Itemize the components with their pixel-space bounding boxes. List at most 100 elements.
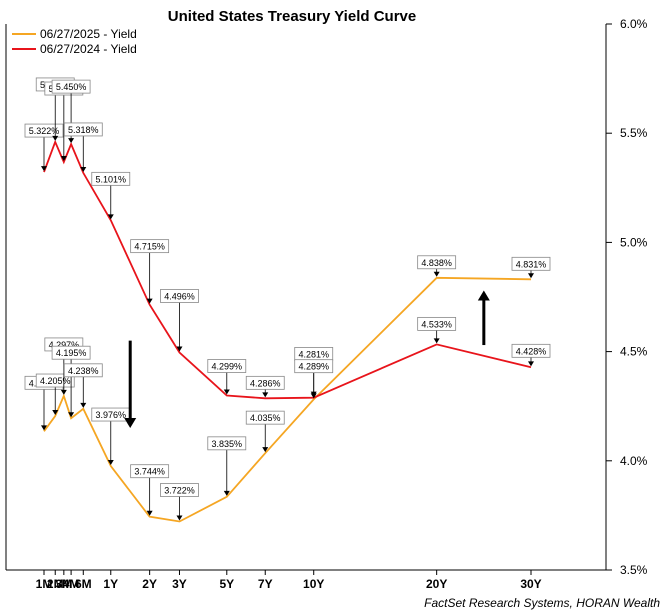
label-box (160, 289, 199, 303)
data-label: 4.205% (35, 373, 75, 416)
label-pointer (68, 412, 75, 418)
label-pointer (262, 447, 269, 453)
label-text: 4.299% (212, 361, 243, 371)
label-pointer (146, 298, 153, 304)
label-pointer (223, 389, 230, 395)
label-box (511, 343, 551, 358)
label-pointer (41, 425, 47, 431)
legend-label-2025: 06/27/2025 - Yield (40, 27, 137, 41)
arrow-head (477, 290, 490, 301)
data-label: 4.299% (207, 359, 247, 395)
label-text: 4.496% (164, 291, 195, 301)
chart-title: United States Treasury Yield Curve (168, 8, 416, 25)
label-text: 4.195% (56, 348, 87, 358)
data-label: 3.744% (130, 464, 170, 516)
data-label: 4.831% (511, 256, 551, 279)
label-box (24, 123, 64, 138)
x-tick-label: 1M (36, 577, 53, 591)
label-box (417, 255, 457, 270)
legend-label-2024: 06/27/2024 - Yield (40, 42, 137, 56)
label-box (130, 239, 170, 254)
label-box (51, 345, 91, 360)
label-pointer (60, 156, 67, 162)
legend: 06/27/2025 - Yield 06/27/2024 - Yield (12, 27, 137, 56)
x-tick-label: 1Y (103, 577, 118, 591)
label-pointer (80, 402, 87, 408)
label-text: 4.831% (516, 259, 547, 269)
data-label: 4.838% (417, 255, 457, 277)
data-label: 4.286% (245, 375, 285, 398)
label-pointer (60, 389, 67, 395)
y-tick-label: 5.0% (620, 235, 648, 249)
data-label: 3.835% (207, 436, 247, 496)
x-tick-label: 3M (56, 577, 73, 591)
arrow-head (124, 418, 137, 429)
y-tick-label: 4.5% (620, 345, 648, 359)
label-text: 4.715% (134, 242, 165, 252)
label-text: 4.205% (40, 376, 71, 386)
label-box (63, 363, 103, 378)
label-text: 3.835% (212, 439, 243, 449)
label-text: 5.318% (68, 125, 99, 135)
label-text: 4.281% (298, 349, 329, 359)
x-tick-label: 5Y (219, 577, 234, 591)
x-tick-label: 7Y (258, 577, 273, 591)
label-pointer (433, 271, 440, 277)
x-tick-label: 2Y (142, 577, 157, 591)
label-text: 3.976% (96, 410, 127, 420)
arrow-up (477, 290, 490, 346)
label-pointer (176, 346, 183, 352)
arrow-down (124, 340, 137, 429)
x-tick-label: 6M (75, 577, 92, 591)
label-box (245, 410, 285, 425)
data-labels: 4.135%4.205%4.297%4.195%4.238%3.976%3.74… (24, 77, 551, 521)
label-pointer (52, 135, 59, 141)
label-box (294, 359, 334, 374)
label-pointer (107, 460, 114, 466)
y-tick-label: 6.0% (620, 17, 648, 31)
label-text: 4.297% (49, 340, 80, 350)
x-tick-label: 30Y (520, 577, 541, 591)
label-text: 4.289% (298, 362, 329, 372)
label-box (245, 375, 285, 390)
y-tick-label: 4.0% (620, 454, 648, 468)
label-text: 3.722% (164, 486, 195, 496)
label-text: 4.286% (250, 378, 281, 388)
annotations (124, 290, 490, 429)
label-text: 4.838% (421, 258, 452, 268)
label-box (35, 373, 75, 388)
data-label: 5.101% (91, 171, 131, 220)
label-pointer (528, 361, 534, 367)
data-label: 5.318% (63, 122, 103, 172)
label-pointer (80, 166, 87, 172)
label-text: 4.035% (250, 413, 281, 423)
x-tick-label: 10Y (303, 577, 324, 591)
data-label: 3.722% (160, 483, 199, 521)
data-label: 4.533% (417, 316, 457, 344)
label-text: 4.238% (68, 366, 99, 376)
label-pointer (41, 166, 47, 172)
data-label: 4.428% (511, 343, 551, 367)
data-label: 4.035% (245, 410, 285, 453)
label-pointer (176, 515, 183, 521)
x-tick-label: 3Y (172, 577, 187, 591)
label-box (51, 79, 91, 94)
label-box (91, 171, 131, 186)
label-pointer (262, 392, 269, 398)
data-label: 4.238% (63, 363, 103, 408)
data-label: 4.289% (294, 359, 334, 397)
label-pointer (52, 410, 59, 416)
data-label: 4.715% (130, 239, 170, 304)
label-pointer (68, 138, 75, 144)
label-pointer (528, 273, 534, 279)
label-text: 5.101% (96, 174, 127, 184)
data-label: 4.496% (160, 289, 199, 352)
series-line-2025 (43, 276, 532, 523)
label-pointer (310, 391, 317, 397)
label-text: 3.744% (134, 467, 165, 477)
label-box (511, 256, 551, 271)
source-note: FactSet Research Systems, HORAN Wealth (424, 596, 660, 610)
